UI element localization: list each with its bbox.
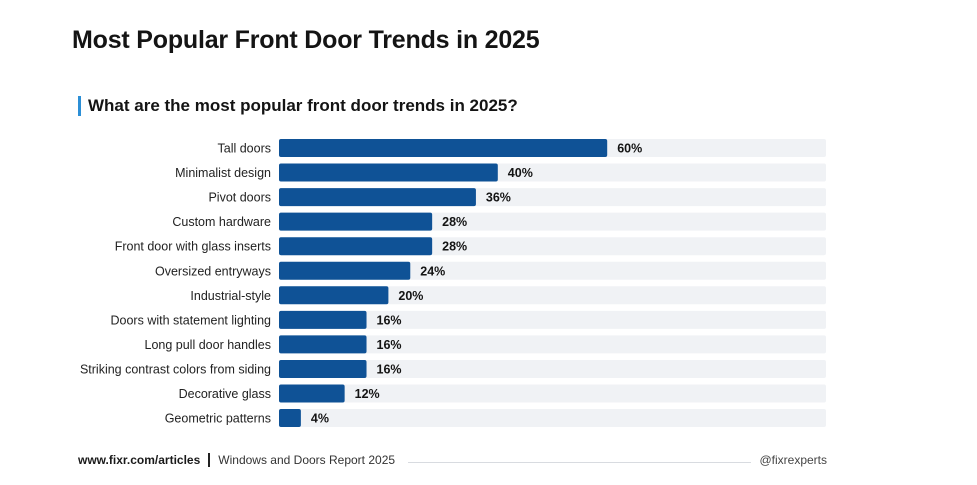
data-label: 16% (377, 313, 402, 327)
category-label: Geometric patterns (165, 412, 271, 426)
chart-heading: What are the most popular front door tre… (78, 96, 518, 116)
footer-handle[interactable]: @fixrexperts (759, 453, 827, 467)
bar (279, 409, 301, 428)
bar (279, 188, 476, 207)
footer-divider (408, 462, 751, 463)
category-label: Custom hardware (172, 215, 271, 229)
chart-subtitle: What are the most popular front door tre… (88, 96, 518, 115)
category-label: Striking contrast colors from siding (80, 362, 271, 376)
data-label: 40% (508, 166, 533, 180)
bar (279, 139, 608, 157)
bar-chart: Tall doors 60% Minimalist design 40% Pivot d… (80, 139, 826, 428)
data-label: 20% (398, 289, 423, 303)
bar-track (279, 261, 826, 280)
bar (279, 359, 367, 378)
category-label: Front door with glass inserts (115, 240, 271, 254)
category-label: Decorative glass (179, 387, 271, 401)
bar (279, 237, 433, 256)
data-label: 16% (377, 362, 402, 376)
bar (279, 212, 433, 231)
category-label: Pivot doors (208, 191, 271, 205)
footer-url-link[interactable]: www.fixr.com/articles (78, 453, 201, 467)
bar-track (279, 384, 826, 403)
data-label: 36% (486, 191, 511, 205)
bar (279, 384, 345, 403)
page-title: Most Popular Front Door Trends in 2025 (72, 26, 540, 54)
category-label: Oversized entryways (155, 264, 271, 278)
category-label: Doors with statement lighting (111, 313, 272, 327)
accent-bar (78, 96, 81, 116)
data-label: 24% (420, 264, 445, 278)
data-label: 28% (442, 240, 467, 254)
bar (279, 261, 411, 280)
category-label: Industrial-style (190, 289, 271, 303)
bar-track (279, 286, 826, 305)
bar-track (279, 359, 826, 378)
footer: www.fixr.com/articles Windows and Doors … (78, 453, 827, 471)
data-label: 60% (617, 142, 642, 156)
footer-separator (208, 453, 211, 467)
category-label: Tall doors (218, 142, 272, 156)
bar-track (279, 409, 826, 428)
bar (279, 310, 367, 329)
bar (279, 335, 367, 354)
data-label: 16% (377, 338, 402, 352)
data-label: 4% (311, 412, 329, 426)
bar-track (279, 335, 826, 354)
category-label: Long pull door handles (145, 338, 272, 352)
data-label: 12% (355, 387, 380, 401)
bar (279, 163, 498, 182)
bar (279, 286, 389, 305)
data-label: 28% (442, 215, 467, 229)
category-label: Minimalist design (175, 166, 271, 180)
bar-track (279, 310, 826, 329)
footer-report-name: Windows and Doors Report 2025 (218, 453, 396, 467)
